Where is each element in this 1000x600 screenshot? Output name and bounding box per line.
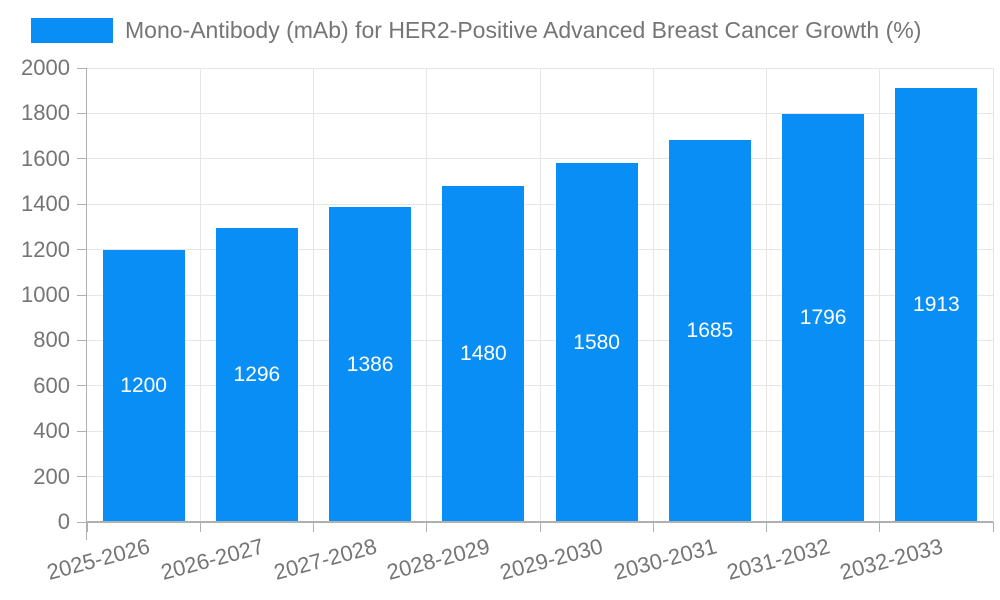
bar <box>442 186 525 522</box>
bar-value-label: 1386 <box>346 352 394 376</box>
y-axis-tick-label: 2000 <box>21 55 70 80</box>
y-axis-tick-label: 1000 <box>21 282 70 307</box>
y-axis-tick-label: 1400 <box>21 191 70 217</box>
y-axis-tick-label: 1200 <box>21 236 70 262</box>
x-gridline <box>199 68 201 522</box>
x-tick <box>199 522 201 532</box>
x-tick <box>313 522 314 532</box>
bar-value-label: 1200 <box>120 373 167 397</box>
x-gridline <box>426 68 428 522</box>
legend-label: Mono-Antibody (mAb) for HER2-Positive Ad… <box>125 17 922 43</box>
x-tick <box>86 522 88 532</box>
x-axis-tick-label: 2025-2026 <box>44 533 153 585</box>
x-gridline <box>652 68 654 522</box>
bar <box>895 87 978 522</box>
x-gridline <box>766 68 767 522</box>
y-tick <box>77 339 87 341</box>
y-tick <box>77 67 87 69</box>
x-tick <box>426 522 428 532</box>
y-tick <box>77 294 87 296</box>
y-tick <box>77 249 87 251</box>
x-axis-tick-label: 2028-2029 <box>384 533 493 585</box>
legend-item[interactable]: Mono-Antibody (mAb) for HER2-Positive Ad… <box>31 18 921 43</box>
y-axis-tick-label: 0 <box>57 509 70 534</box>
x-axis-tick-label: 2030-2031 <box>610 533 719 585</box>
x-axis-tick-label: 2026-2027 <box>157 533 266 585</box>
y-tick <box>77 158 87 160</box>
legend-swatch <box>31 18 113 43</box>
bar-value-label: 1796 <box>799 306 847 330</box>
y-axis-tick-label: 1600 <box>21 145 70 171</box>
x-tick <box>652 522 654 532</box>
bar-value-label: 1913 <box>913 292 960 316</box>
x-tick <box>992 522 994 532</box>
bar-value-label: 1480 <box>460 342 507 366</box>
y-axis-tick-label: 400 <box>33 418 70 444</box>
x-tick <box>879 522 881 532</box>
y-tick <box>77 112 87 114</box>
y-axis-tick-label: 1800 <box>21 100 70 126</box>
y-tick <box>77 476 87 478</box>
y-tick <box>77 430 87 432</box>
bar <box>555 163 638 522</box>
bar-value-label: 1580 <box>573 330 620 354</box>
x-gridline <box>313 68 314 522</box>
bar <box>668 139 751 522</box>
x-axis-tick-label: 2027-2028 <box>271 533 380 585</box>
y-tick <box>77 203 87 205</box>
x-axis-tick-label: 2029-2030 <box>497 533 606 585</box>
y-axis-tick-label: 200 <box>33 463 70 489</box>
x-axis-tick-label: 2031-2032 <box>724 533 833 585</box>
bar <box>782 114 865 522</box>
x-gridline <box>879 68 881 522</box>
x-gridline <box>992 68 994 522</box>
bar-value-label: 1685 <box>686 318 734 342</box>
x-gridline <box>539 68 541 522</box>
y-axis-tick-label: 600 <box>33 372 70 398</box>
x-tick <box>766 522 767 532</box>
bar <box>329 207 412 522</box>
y-axis-line <box>86 68 87 540</box>
bar <box>215 227 298 522</box>
bar-value-label: 1296 <box>233 362 281 386</box>
x-tick <box>539 522 541 532</box>
y-axis-tick-label: 800 <box>33 327 70 353</box>
bar <box>102 249 185 522</box>
y-tick <box>77 385 87 387</box>
y-tick <box>77 521 87 523</box>
x-axis-tick-label: 2032-2033 <box>837 533 946 585</box>
